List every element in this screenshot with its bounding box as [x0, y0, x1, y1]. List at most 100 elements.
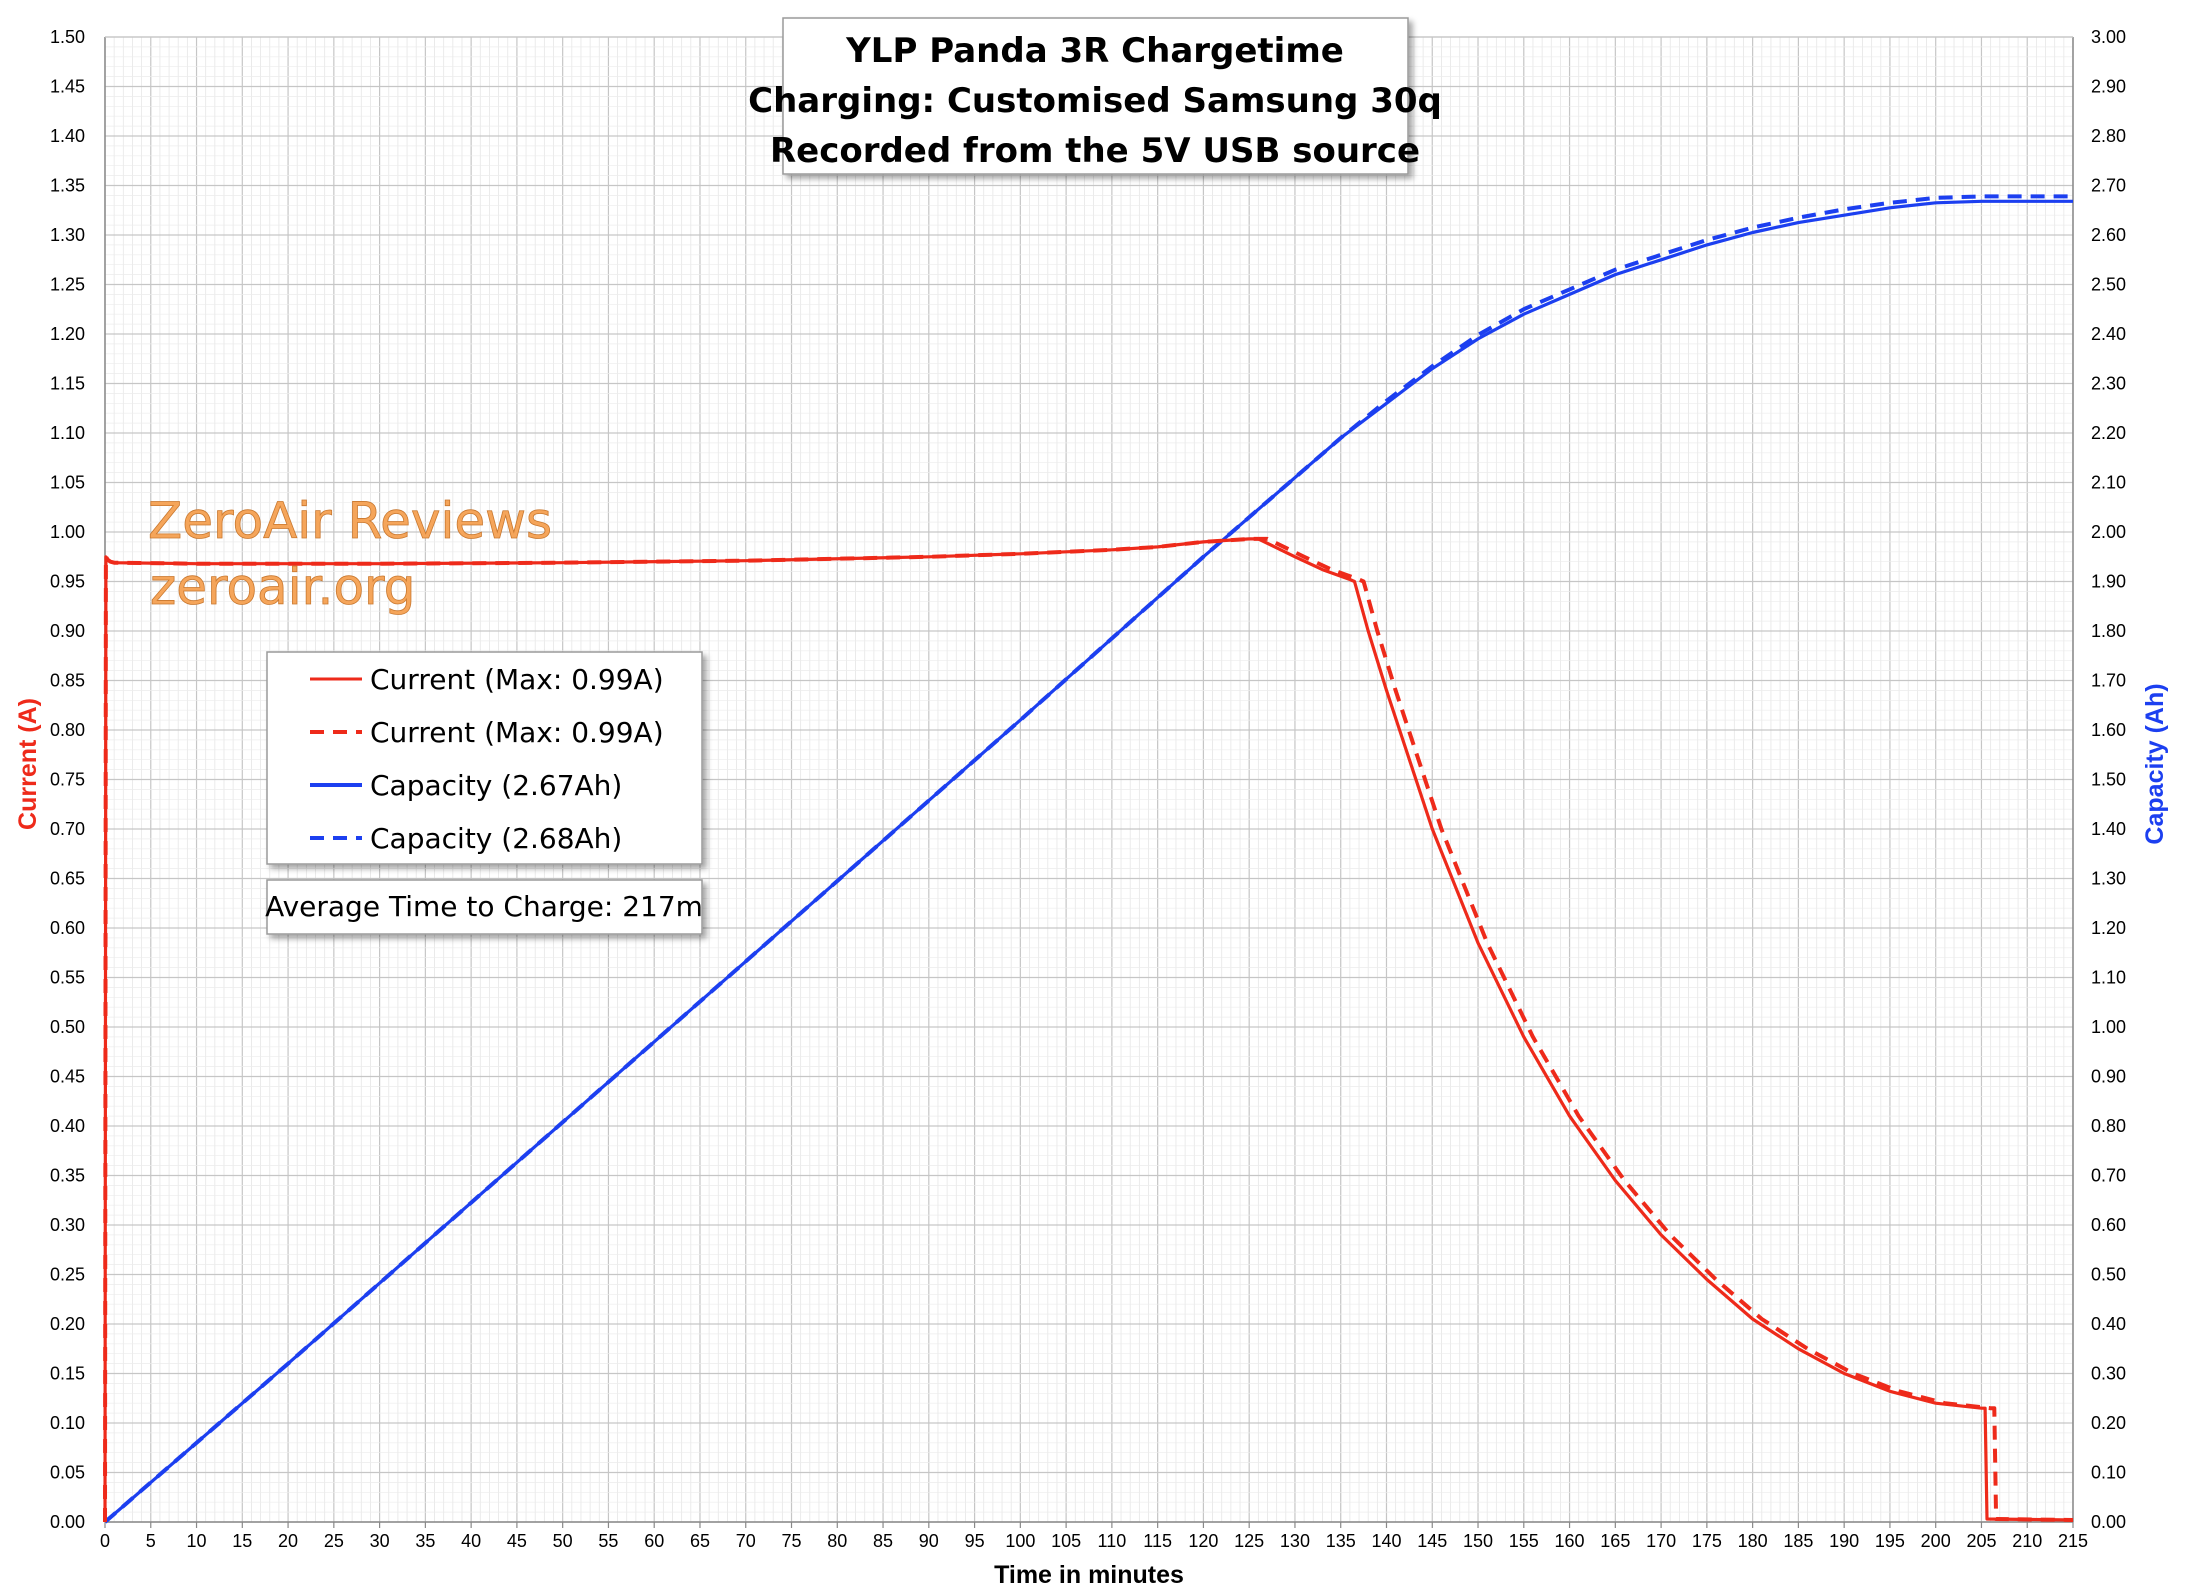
- x-tick-label: 140: [1371, 1531, 1401, 1551]
- y-right-tick-label: 1.30: [2091, 869, 2126, 889]
- watermark-line-2: zeroair.org: [150, 558, 415, 616]
- legend-label-capacity-dashed: Capacity (2.68Ah): [370, 822, 622, 855]
- series-line-capacity-dashed: [103, 194, 2073, 1524]
- series-line-current-solid: [103, 537, 2074, 1523]
- y-right-tick-label: 0.20: [2091, 1413, 2126, 1433]
- y-right-tick-label: 1.50: [2091, 770, 2126, 790]
- y-left-tick-label: 0.30: [50, 1215, 85, 1235]
- x-tick-label: 165: [1600, 1531, 1630, 1551]
- x-tick-label: 120: [1188, 1531, 1218, 1551]
- legend-label-current-dashed: Current (Max: 0.99A): [370, 716, 664, 749]
- y-right-tick-label: 0.40: [2091, 1314, 2126, 1334]
- x-tick-label: 110: [1098, 1531, 1127, 1551]
- y-left-tick-label: 1.40: [50, 126, 85, 146]
- y-left-tick-label: 0.95: [50, 572, 85, 592]
- y-left-tick-label: 0.50: [50, 1017, 85, 1037]
- grid: [104, 36, 2074, 1523]
- x-tick-label: 170: [1646, 1531, 1676, 1551]
- y-left-tick-label: 1.10: [50, 423, 85, 443]
- y-left-tick-label: 0.85: [50, 671, 85, 691]
- x-tick-label: 45: [507, 1531, 527, 1551]
- y-left-tick-label: 1.15: [50, 374, 85, 394]
- y-right-tick-label: 1.10: [2091, 968, 2126, 988]
- watermark: ZeroAir Reviews zeroair.org: [148, 492, 553, 617]
- y-left-tick-label: 1.00: [50, 522, 85, 542]
- y-right-tick-label: 2.80: [2091, 126, 2126, 146]
- x-tick-label: 135: [1326, 1531, 1356, 1551]
- x-tick-label: 20: [278, 1531, 298, 1551]
- y-right-tick-label: 1.00: [2091, 1017, 2126, 1037]
- y-left-tick-label: 0.90: [50, 621, 85, 641]
- y-left-tick-label: 0.15: [50, 1364, 85, 1384]
- x-tick-label: 115: [1143, 1531, 1172, 1551]
- x-tick-label: 210: [2012, 1531, 2042, 1551]
- y-left-tick-label: 0.25: [50, 1265, 85, 1285]
- y-right-tick-label: 0.60: [2091, 1215, 2126, 1235]
- y-right-tick-label: 0.10: [2091, 1463, 2126, 1483]
- x-tick-label: 185: [1783, 1531, 1813, 1551]
- y-right-tick-label: 2.90: [2091, 77, 2126, 97]
- x-tick-label: 85: [873, 1531, 893, 1551]
- y-axis-right-title: Capacity (Ah): [2141, 683, 2169, 844]
- x-tick-label: 95: [965, 1531, 985, 1551]
- y-right-tick-label: 1.80: [2091, 621, 2126, 641]
- legend-label-capacity-solid: Capacity (2.67Ah): [370, 769, 622, 802]
- x-tick-label: 30: [370, 1531, 390, 1551]
- annotation-text: Average Time to Charge: 217m: [265, 890, 703, 923]
- x-tick-label: 125: [1234, 1531, 1264, 1551]
- x-tick-label: 180: [1738, 1531, 1768, 1551]
- y-right-tick-label: 2.00: [2091, 522, 2126, 542]
- y-right-tick-label: 0.50: [2091, 1265, 2126, 1285]
- y-right-tick-label: 1.40: [2091, 819, 2126, 839]
- y-right-tick-label: 2.10: [2091, 473, 2126, 493]
- x-tick-label: 70: [736, 1531, 756, 1551]
- title-box: [782, 17, 1409, 175]
- y-left-tick-label: 0.10: [50, 1413, 85, 1433]
- y-left-tick-label: 0.05: [50, 1463, 85, 1483]
- y-left-tick-label: 0.65: [50, 869, 85, 889]
- y-right-tick-label: 2.30: [2091, 374, 2126, 394]
- y-left-tick-label: 1.30: [50, 225, 85, 245]
- x-tick-label: 160: [1555, 1531, 1585, 1551]
- x-axis-title: Time in minutes: [994, 1561, 1184, 1589]
- y-right-tick-label: 1.60: [2091, 720, 2126, 740]
- y-left-tick-label: 0.75: [50, 770, 85, 790]
- legend-label-current-solid: Current (Max: 0.99A): [370, 663, 664, 696]
- y-left-tick-label: 0.80: [50, 720, 85, 740]
- x-tick-label: 175: [1692, 1531, 1722, 1551]
- legend: Current (Max: 0.99A) Current (Max: 0.99A…: [266, 651, 703, 865]
- y-right-tick-label: 0.80: [2091, 1116, 2126, 1136]
- y-right-tick-label: 0.00: [2091, 1512, 2126, 1532]
- y-right-tick-label: 3.00: [2091, 27, 2126, 47]
- y-axis-left-title: Current (A): [14, 698, 42, 830]
- x-tick-label: 100: [1005, 1531, 1035, 1551]
- y-left-tick-label: 1.45: [50, 77, 85, 97]
- annotation: Average Time to Charge: 217m: [265, 879, 703, 935]
- x-tick-label: 60: [644, 1531, 664, 1551]
- x-tick-label: 55: [598, 1531, 618, 1551]
- watermark-line-1: ZeroAir Reviews: [148, 492, 552, 550]
- x-tick-label: 75: [781, 1531, 801, 1551]
- y-right-tick-label: 0.30: [2091, 1364, 2126, 1384]
- x-tick-label: 90: [919, 1531, 939, 1551]
- y-left-tick-label: 1.20: [50, 324, 85, 344]
- y-left-tick-label: 0.45: [50, 1067, 85, 1087]
- y-left-tick-label: 1.35: [50, 176, 85, 196]
- legend-box: [266, 651, 703, 865]
- x-tick-label: 205: [1966, 1531, 1996, 1551]
- x-tick-label: 130: [1280, 1531, 1310, 1551]
- x-tick-label: 145: [1417, 1531, 1447, 1551]
- tick-labels: 0 5 10 15 20 25 30 35 40 45 50 55 60 65 70 75 80 85 90 95 10…: [50, 27, 2126, 1551]
- x-tick-label: 25: [324, 1531, 344, 1551]
- x-tick-label: 190: [1829, 1531, 1859, 1551]
- x-tick-label: 150: [1463, 1531, 1493, 1551]
- title-line-1: YLP Panda 3R Chargetime: [845, 31, 1344, 71]
- y-left-tick-label: 1.50: [50, 27, 85, 47]
- y-left-tick-label: 0.55: [50, 968, 85, 988]
- x-tick-label: 50: [553, 1531, 573, 1551]
- y-right-tick-label: 0.90: [2091, 1067, 2126, 1087]
- y-right-tick-label: 0.70: [2091, 1166, 2126, 1186]
- x-tick-label: 5: [146, 1531, 156, 1551]
